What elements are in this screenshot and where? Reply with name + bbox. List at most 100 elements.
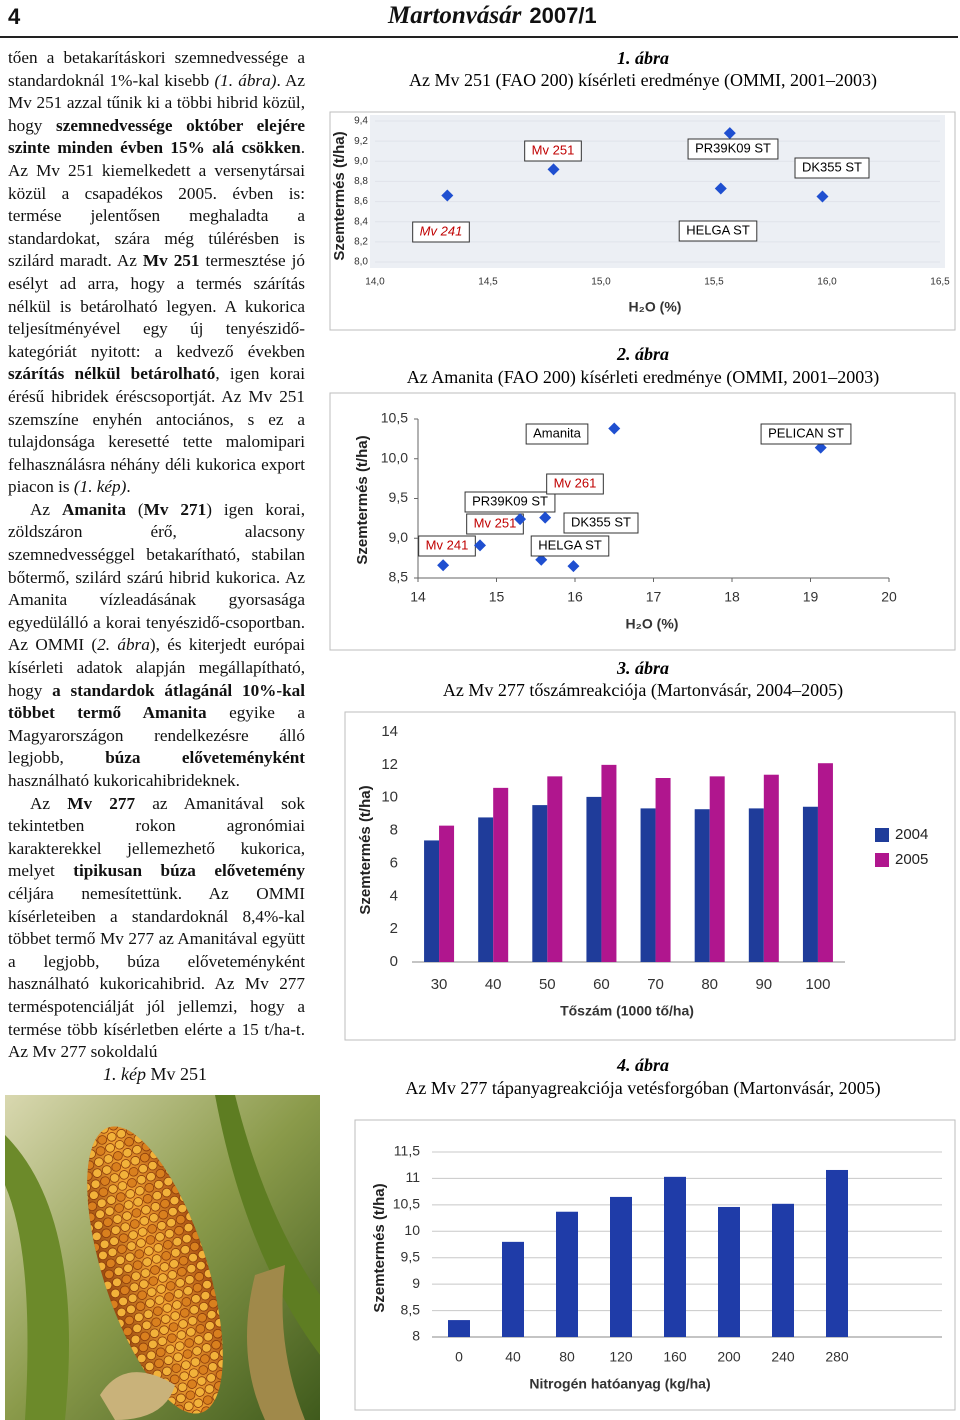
kernel bbox=[167, 1206, 178, 1217]
x-tick-label: 16,0 bbox=[817, 277, 837, 288]
x-tick-label: 60 bbox=[593, 976, 610, 993]
kernel bbox=[158, 1210, 169, 1220]
y-tick-label: 0 bbox=[390, 953, 398, 970]
kernel bbox=[143, 1309, 154, 1319]
kernel bbox=[132, 1144, 142, 1155]
kernel bbox=[168, 1322, 179, 1332]
kernel bbox=[153, 1243, 164, 1253]
kernel bbox=[126, 1304, 136, 1315]
journal-title: Martonvásár 2007/1 bbox=[388, 2, 597, 30]
kernel bbox=[135, 1301, 146, 1311]
kernel bbox=[119, 1285, 130, 1296]
kernel bbox=[95, 1146, 106, 1156]
journal-issue: 2007/1 bbox=[529, 3, 597, 28]
kernel bbox=[180, 1244, 191, 1255]
kernel bbox=[126, 1241, 137, 1251]
point bbox=[814, 441, 827, 454]
kernel bbox=[166, 1333, 177, 1343]
x-tick-label: 40 bbox=[485, 976, 502, 993]
kernel bbox=[132, 1260, 143, 1270]
x-tick-label: 14 bbox=[410, 589, 426, 605]
figure-title: Az Mv 251 (FAO 200) kísérleti eredménye … bbox=[409, 70, 877, 91]
x-tick-label: 14,5 bbox=[478, 277, 498, 288]
kernel bbox=[189, 1241, 200, 1252]
kernel bbox=[140, 1268, 151, 1278]
bar bbox=[694, 809, 710, 962]
figure-title: Az Mv 277 tápanyagreakciója vetésforgóba… bbox=[405, 1078, 880, 1099]
y-tick-label: 9,2 bbox=[354, 136, 368, 147]
x-tick-label: 80 bbox=[559, 1349, 575, 1365]
kernel bbox=[129, 1282, 140, 1292]
kernel bbox=[140, 1331, 150, 1342]
journal-name: Martonvásár bbox=[388, 2, 522, 29]
kernel bbox=[192, 1346, 202, 1356]
x-tick-label: 240 bbox=[771, 1349, 795, 1365]
bar bbox=[439, 825, 455, 962]
kernel bbox=[137, 1227, 148, 1237]
kernel bbox=[106, 1195, 117, 1205]
italic-text: 2. ábra bbox=[97, 635, 150, 655]
bold-text: Mv 271 bbox=[143, 499, 207, 519]
kernel bbox=[143, 1246, 154, 1256]
kernel bbox=[188, 1368, 199, 1378]
bar bbox=[610, 1196, 632, 1337]
kernel bbox=[183, 1286, 193, 1296]
x-tick-label: 70 bbox=[647, 976, 664, 993]
point-label: PR39K09 ST bbox=[472, 493, 548, 508]
text-run: ) igen korai, zöldszáron érő, alacsony s… bbox=[8, 499, 305, 655]
kernel bbox=[144, 1183, 155, 1193]
kernel bbox=[161, 1366, 172, 1377]
kernel bbox=[167, 1270, 178, 1280]
figure-title: Az Mv 277 tőszámreakciója (Martonvásár, … bbox=[443, 680, 843, 701]
text-run: használható kukoricahibrideknek. bbox=[8, 771, 240, 790]
kernel bbox=[155, 1347, 166, 1357]
kernel bbox=[103, 1154, 114, 1164]
point bbox=[514, 513, 527, 526]
kernel bbox=[183, 1222, 194, 1233]
text-run: tően a betakarításkori szemnedvessége a … bbox=[8, 48, 305, 90]
kernel bbox=[133, 1312, 144, 1323]
text-run: . Az Mv 251 azzal tűnik ki a többi hibri… bbox=[8, 70, 306, 135]
kernel bbox=[160, 1198, 170, 1209]
y-tick-label: 2 bbox=[390, 920, 398, 937]
plot-area bbox=[370, 115, 945, 268]
kernel bbox=[200, 1354, 210, 1364]
kernel bbox=[181, 1233, 192, 1244]
kernel bbox=[89, 1190, 99, 1200]
kernel bbox=[148, 1276, 159, 1286]
kernel bbox=[154, 1358, 164, 1369]
legend-swatch bbox=[875, 853, 889, 867]
label-box bbox=[525, 423, 589, 445]
kernel bbox=[138, 1279, 149, 1289]
y-axis-label: Szemtermés (t/ha) bbox=[357, 785, 374, 914]
kernel bbox=[138, 1342, 149, 1353]
point bbox=[547, 163, 560, 176]
kernel bbox=[207, 1362, 218, 1372]
kernel bbox=[136, 1238, 146, 1248]
x-tick-label: 280 bbox=[825, 1349, 849, 1365]
kernel bbox=[166, 1217, 177, 1228]
bar bbox=[601, 764, 617, 962]
kernel bbox=[162, 1303, 173, 1313]
bold-text: Amanita bbox=[61, 499, 126, 519]
x-tick-label: 200 bbox=[717, 1349, 741, 1365]
x-tick-label: 50 bbox=[539, 976, 556, 993]
kernel bbox=[163, 1355, 174, 1365]
kernel bbox=[109, 1236, 119, 1246]
kernel bbox=[164, 1292, 174, 1302]
label-box bbox=[563, 512, 639, 534]
y-tick-label: 12 bbox=[381, 756, 398, 773]
y-tick-label: 10 bbox=[381, 789, 398, 806]
kernel bbox=[97, 1135, 108, 1145]
y-tick-label: 10,5 bbox=[393, 1196, 420, 1212]
bar bbox=[640, 808, 656, 962]
kernel bbox=[165, 1281, 176, 1291]
kernel bbox=[196, 1376, 207, 1386]
figure-label: 3. ábra bbox=[616, 658, 669, 678]
point bbox=[567, 560, 580, 573]
x-tick-label: 15,0 bbox=[591, 277, 611, 288]
y-tick-label: 8,5 bbox=[389, 569, 409, 585]
bar bbox=[502, 1241, 524, 1337]
label-box bbox=[464, 491, 556, 513]
kernel bbox=[150, 1265, 160, 1275]
